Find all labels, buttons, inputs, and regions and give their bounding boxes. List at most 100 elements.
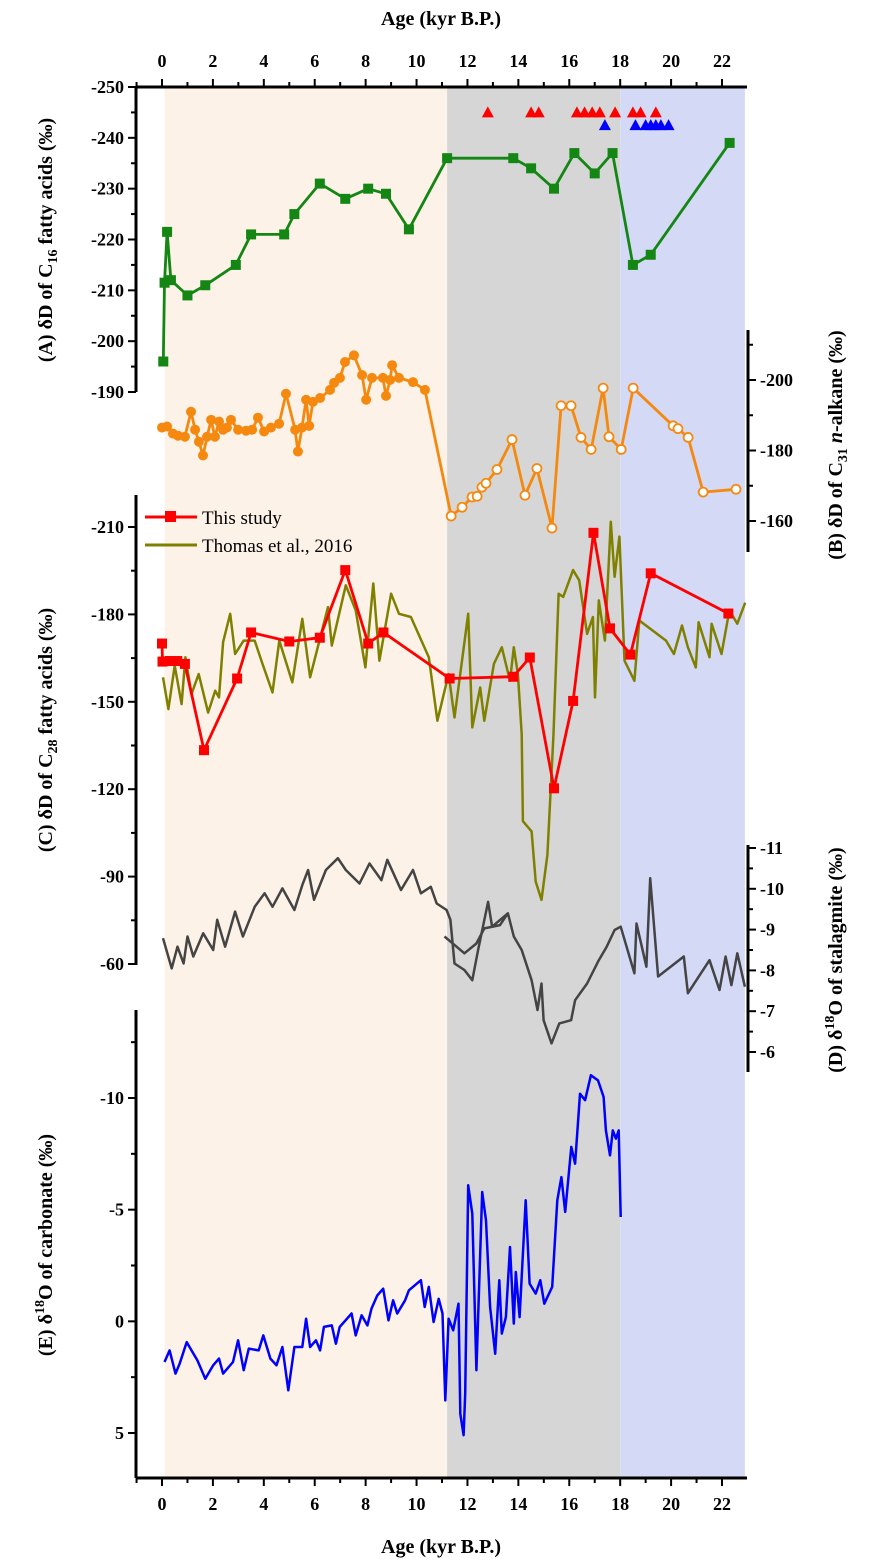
series-line-E-carbonate (163, 1073, 622, 1437)
bottom-x-tick-label: 18 (611, 1494, 629, 1514)
y-axis-title-part: 18 (823, 1016, 838, 1030)
data-point-B-c31-glacial (615, 444, 627, 455)
data-point-B-c31-glacial (627, 382, 639, 394)
top-x-axis-title: Age (kyr B.P.) (381, 8, 501, 30)
panel-A-y-tick-label: -200 (91, 331, 124, 351)
shaded-interval-1 (447, 88, 621, 1478)
data-point-B-c31-glacial (506, 434, 518, 445)
data-point-C-this-study (524, 652, 535, 663)
data-point-A-c16 (569, 148, 580, 159)
data-point-B-c31-holocene (393, 372, 404, 383)
shaded-intervals (164, 88, 745, 1478)
data-point-B-c31-glacial (730, 483, 742, 495)
data-point-C-this-study (645, 568, 656, 579)
data-point-B-c31-glacial (682, 432, 694, 443)
top-x-tick-label: 22 (713, 51, 731, 71)
data-point-B-c31-holocene (225, 414, 236, 425)
data-point-B-c31-glacial (531, 463, 543, 474)
data-point-B-c31-glacial (546, 522, 558, 534)
data-point-A-c16 (159, 277, 170, 288)
y-axis-title-part: (A) δD of C (35, 263, 57, 362)
data-point-B-c31-glacial (456, 501, 468, 513)
data-point-C-this-study (314, 632, 325, 643)
data-point-A-c16 (289, 209, 300, 220)
triangle-marker-blue (654, 119, 667, 131)
data-point-B-c31-holocene (292, 446, 303, 457)
panel-A-y-tick-label: -240 (91, 128, 124, 148)
data-point-A-c16 (724, 137, 735, 148)
data-point-A-c16 (442, 153, 453, 164)
y-axis-title-part: n (825, 432, 847, 448)
data-point-B-c31-holocene (221, 422, 232, 433)
data-point-B-c31-holocene (280, 388, 291, 399)
top-x-tick-label: 10 (408, 51, 426, 71)
data-point-C-this-study (549, 783, 559, 794)
data-point-B-c31-holocene (381, 390, 391, 401)
panel-A-y-tick-label: -250 (91, 77, 124, 97)
data-point-B-c31-holocene (274, 418, 285, 429)
y-axis-title-part: O of carbonate (‰) (35, 1134, 57, 1300)
data-point-B-c31-holocene (197, 450, 208, 461)
triangle-marker-red (586, 106, 599, 118)
top-x-tick-label: 16 (560, 51, 578, 71)
y-axis-title-part: 16 (46, 249, 61, 263)
data-point-C-this-study (284, 636, 295, 647)
bottom-x-tick-label: 14 (509, 1494, 527, 1514)
panel-E-y-tick-label: 5 (115, 1423, 124, 1443)
data-point-B-c31-glacial (597, 382, 609, 394)
bottom-x-tick-label: 8 (361, 1494, 370, 1514)
data-point-B-c31-holocene (304, 420, 315, 431)
data-point-A-c16 (340, 193, 351, 204)
panel-D-y-tick-label: -11 (760, 838, 783, 858)
data-point-A-c16 (314, 178, 325, 189)
top-x-tick-label: 14 (509, 51, 527, 71)
data-point-B-c31-holocene (315, 392, 326, 403)
triangle-marker-red (481, 106, 494, 118)
bottom-x-axis-title: Age (kyr B.P.) (381, 1536, 501, 1558)
data-point-C-this-study (246, 627, 257, 638)
data-point-B-c31-glacial (480, 477, 492, 489)
bottom-x-tick-label: 4 (259, 1494, 268, 1514)
data-point-C-this-study (605, 623, 615, 634)
panel-D-y-tick-label: -10 (760, 879, 784, 899)
data-point-C-this-study (588, 527, 599, 538)
axes: 00224466881010121214141616181820202222-2… (33, 51, 851, 1514)
panel-D-y-tick-label: -7 (760, 1001, 775, 1021)
y-axis-title-part: -alkane (‰) (825, 330, 847, 432)
data-point-B-c31-holocene (419, 384, 430, 395)
data-point-A-c16 (607, 148, 618, 159)
data-point-B-c31-holocene (265, 422, 276, 433)
top-x-tick-label: 18 (611, 51, 629, 71)
top-x-tick-label: 4 (259, 51, 268, 71)
data-point-B-c31-holocene (233, 424, 244, 435)
data-point-A-c16 (165, 275, 176, 286)
data-point-B-c31-glacial (697, 486, 709, 498)
bottom-x-tick-label: 22 (713, 1494, 731, 1514)
data-point-C-this-study (363, 638, 374, 649)
panel-D-y-axis-title: (D) δ18O of stalagmite (‰) (823, 847, 847, 1072)
panel-A-y-tick-label: -210 (91, 280, 124, 300)
panel-E-y-axis-title: (E) δ18O of carbonate (‰) (33, 1134, 57, 1356)
shaded-interval-0 (164, 88, 448, 1478)
legend-this-study-label: This study (202, 508, 282, 529)
data-point-A-c16 (230, 259, 241, 270)
data-point-C-this-study (625, 649, 636, 660)
data-point-B-c31-holocene (385, 375, 396, 385)
legend: This study Thomas et al., 2016 (145, 508, 352, 557)
series (157, 106, 747, 1437)
y-axis-title-part: (E) δ (35, 1314, 57, 1356)
panel-D-y-tick-label: -6 (760, 1042, 775, 1062)
data-point-A-c16 (182, 290, 193, 301)
panel-C-y-tick-label: -90 (100, 867, 124, 887)
data-point-A-c16 (589, 168, 600, 179)
data-point-C-this-study (199, 745, 209, 756)
data-point-C-this-study (232, 673, 243, 684)
panel-C-y-tick-label: -120 (91, 779, 124, 799)
data-point-C-this-study (568, 695, 579, 706)
data-point-C-this-study (508, 671, 519, 682)
data-point-B-c31-holocene (214, 416, 225, 427)
legend-thomas-label: Thomas et al., 2016 (202, 536, 352, 557)
panel-A-y-tick-label: -230 (91, 179, 124, 199)
data-point-C-this-study (157, 638, 167, 649)
data-point-A-c16 (246, 229, 257, 240)
